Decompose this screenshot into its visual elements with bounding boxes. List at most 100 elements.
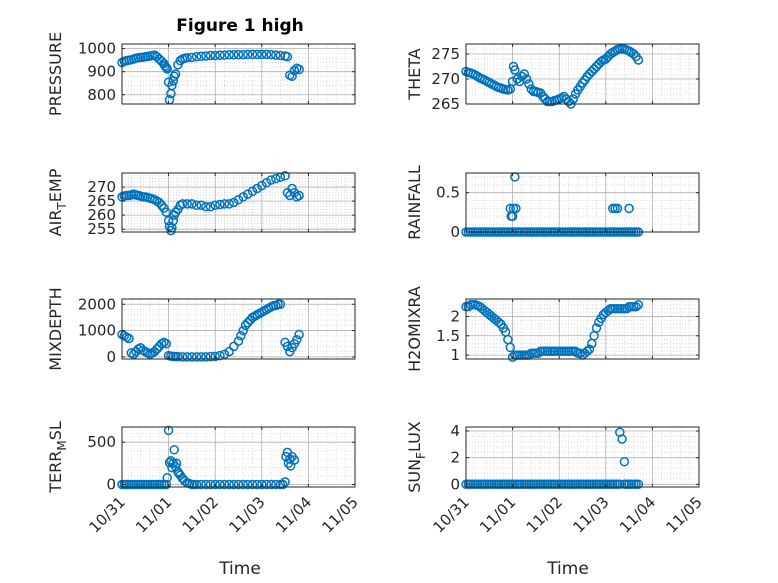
data-point xyxy=(219,50,230,60)
y-tick-label: 4 xyxy=(450,422,460,440)
data-point xyxy=(624,46,634,56)
data-point xyxy=(252,479,262,490)
data-point xyxy=(512,74,523,84)
data-point xyxy=(629,49,639,59)
data-point xyxy=(294,190,304,201)
data-point xyxy=(205,50,216,61)
data-point xyxy=(261,479,272,490)
data-point xyxy=(161,207,172,218)
data-point xyxy=(631,301,641,312)
data-point xyxy=(161,338,172,349)
data-series xyxy=(461,44,644,109)
x-axis-label-right: Time xyxy=(546,559,589,579)
figure-title: Figure 1 high xyxy=(176,16,304,36)
data-point xyxy=(633,479,644,490)
data-point xyxy=(238,192,248,202)
data-point xyxy=(282,51,293,62)
data-point xyxy=(210,351,220,362)
y-tick-label: 2 xyxy=(450,449,460,467)
data-point xyxy=(505,342,516,353)
data-point xyxy=(238,49,248,60)
data-point xyxy=(187,352,197,362)
data-point xyxy=(196,352,206,362)
data-point xyxy=(252,183,262,194)
data-point xyxy=(177,352,188,362)
y-tick-label: 1.5 xyxy=(436,327,460,345)
data-point xyxy=(278,479,288,490)
data-point xyxy=(519,69,530,79)
y-tick-label: 500 xyxy=(87,433,116,451)
data-point xyxy=(173,351,183,362)
y-tick-label: 265 xyxy=(431,95,460,113)
y-tick-label: 2000 xyxy=(78,295,116,313)
data-point xyxy=(215,50,225,60)
data-point xyxy=(271,173,281,184)
y-tick-label: 0.5 xyxy=(436,184,460,202)
data-point xyxy=(584,344,595,355)
y-tick-label: 255 xyxy=(87,220,116,238)
data-point xyxy=(252,49,262,60)
data-point xyxy=(589,64,599,74)
data-point xyxy=(510,65,520,75)
axes-box xyxy=(465,43,700,105)
data-point xyxy=(247,49,258,60)
data-point xyxy=(289,65,300,76)
y-tick-label: 0 xyxy=(450,475,460,493)
data-point xyxy=(224,346,234,357)
x-axis-label-left: Time xyxy=(218,559,261,579)
data-point xyxy=(152,344,162,354)
data-point xyxy=(633,55,644,65)
data-point xyxy=(275,50,286,61)
data-point xyxy=(168,216,179,226)
data-point xyxy=(170,69,181,79)
data-point xyxy=(233,336,244,346)
data-point xyxy=(511,203,521,214)
data-point xyxy=(215,350,225,361)
data-point xyxy=(294,64,304,75)
data-point xyxy=(247,479,258,490)
data-point xyxy=(219,479,230,490)
data-point xyxy=(271,479,281,490)
data-point xyxy=(215,199,225,210)
y-tick-label: 0 xyxy=(106,475,116,493)
subplot-top-right: 265 270 275 THETA xyxy=(405,43,700,113)
data-point xyxy=(149,346,160,357)
data-point xyxy=(124,333,134,344)
data-point xyxy=(201,51,211,61)
data-point xyxy=(229,50,239,60)
y-tick-label: 800 xyxy=(87,86,116,104)
data-point xyxy=(521,74,532,84)
data-point xyxy=(624,203,634,214)
data-point xyxy=(261,178,272,188)
data-point xyxy=(182,199,192,209)
data-series xyxy=(461,427,644,490)
y-tick-label: 0 xyxy=(106,348,116,366)
data-point xyxy=(182,352,192,362)
y-tick-label: 270 xyxy=(431,70,460,88)
subplot-row2-right: 0 0.5 RAINFALL xyxy=(405,165,700,241)
data-point xyxy=(247,186,258,197)
axes-box xyxy=(465,172,700,233)
data-point xyxy=(292,335,302,345)
data-series xyxy=(117,171,304,236)
data-point xyxy=(191,51,202,62)
data-series xyxy=(117,425,300,490)
data-series xyxy=(117,49,304,105)
data-point xyxy=(210,50,220,61)
y-tick-label: 275 xyxy=(431,45,460,63)
data-point xyxy=(191,200,202,211)
data-point xyxy=(243,317,253,328)
data-point xyxy=(257,180,267,191)
data-point xyxy=(128,349,139,360)
data-point xyxy=(182,53,192,63)
data-point xyxy=(201,479,211,490)
y-tick-label: 2 xyxy=(450,307,460,325)
data-point xyxy=(191,352,202,362)
data-point xyxy=(582,346,592,357)
data-point xyxy=(161,479,172,490)
data-point xyxy=(238,325,248,336)
data-point xyxy=(229,341,239,352)
y-axis-label: AIRTEMP xyxy=(46,168,69,236)
